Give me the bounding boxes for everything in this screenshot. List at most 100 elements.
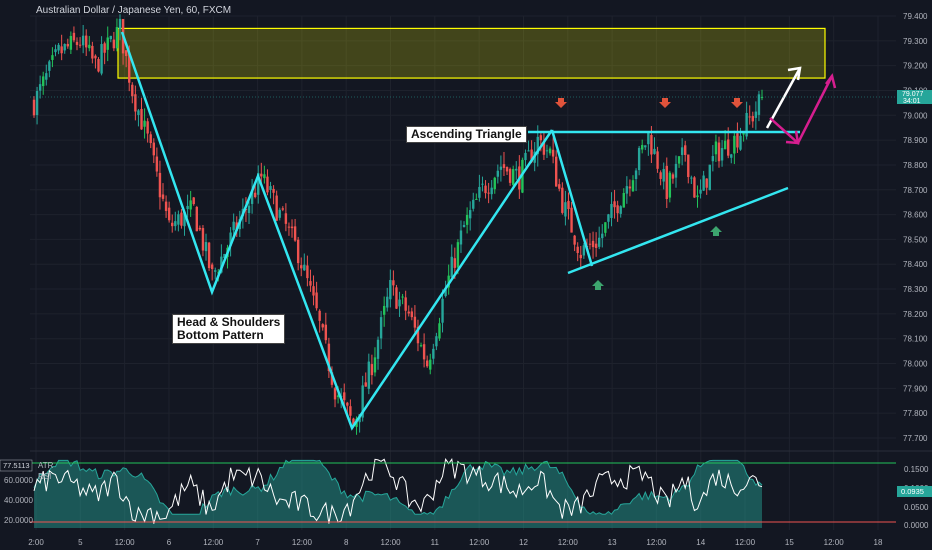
candle-body bbox=[422, 344, 426, 360]
candle-body bbox=[124, 50, 128, 57]
price-tick-label: 78.800 bbox=[903, 161, 928, 170]
candle-body bbox=[597, 237, 601, 247]
candle-body bbox=[250, 190, 254, 204]
candle-body bbox=[318, 310, 321, 321]
candle-body bbox=[146, 121, 149, 134]
candle-body bbox=[207, 242, 211, 269]
candle-body bbox=[723, 140, 727, 150]
price-tick-label: 77.800 bbox=[903, 409, 928, 418]
candle-body bbox=[72, 32, 76, 41]
candle-body bbox=[300, 265, 303, 269]
candle-body bbox=[493, 177, 496, 190]
candle-body bbox=[674, 163, 678, 178]
candle-body bbox=[91, 45, 94, 59]
atr-tick-label: 0.0500 bbox=[904, 503, 929, 512]
candle-body bbox=[287, 226, 291, 228]
candle-body bbox=[171, 222, 174, 227]
candle-body bbox=[499, 166, 503, 170]
rsi-label: RSI bbox=[38, 472, 51, 481]
candle-body bbox=[515, 168, 518, 171]
candle-body bbox=[32, 99, 36, 116]
candle-body bbox=[66, 43, 69, 47]
candle-body bbox=[754, 111, 758, 118]
candle-body bbox=[505, 166, 509, 172]
time-tick-label: 12:00 bbox=[558, 538, 579, 547]
candle-body bbox=[284, 213, 288, 224]
candle-body bbox=[739, 135, 742, 150]
time-tick-label: 12:00 bbox=[203, 538, 224, 547]
candle-body bbox=[75, 41, 79, 45]
candle-body bbox=[677, 156, 681, 164]
atr-label: ATR bbox=[38, 461, 54, 470]
candle-body bbox=[45, 73, 48, 80]
candle-body bbox=[545, 150, 549, 152]
candle-body bbox=[742, 132, 745, 135]
candle-body bbox=[475, 198, 478, 200]
candle-body bbox=[198, 227, 202, 230]
candle-body bbox=[281, 208, 285, 210]
candle-body bbox=[573, 235, 576, 245]
rsi-tick-label: 60.0000 bbox=[4, 476, 33, 485]
hs-left-shoulder-line bbox=[120, 31, 554, 431]
candle-body bbox=[309, 281, 312, 286]
price-tick-label: 78.000 bbox=[903, 360, 928, 369]
candle-body bbox=[631, 180, 635, 192]
candle-body bbox=[349, 406, 352, 416]
candle-body bbox=[570, 207, 573, 233]
arrow-down-icon bbox=[731, 98, 743, 108]
candle-body bbox=[668, 172, 672, 198]
candle-body bbox=[441, 298, 444, 323]
candle-body bbox=[78, 44, 82, 46]
time-tick-label: 7 bbox=[255, 538, 260, 547]
price-tick-label: 78.400 bbox=[903, 260, 928, 269]
candle-body bbox=[619, 206, 622, 214]
time-tick-label: 2:00 bbox=[28, 538, 44, 547]
time-tick-label: 12:00 bbox=[292, 538, 313, 547]
candle-body bbox=[432, 348, 435, 359]
candle-body bbox=[736, 133, 739, 148]
candle-body bbox=[508, 168, 512, 183]
candle-body bbox=[373, 357, 377, 373]
candle-body bbox=[459, 230, 463, 245]
candle-body bbox=[527, 150, 530, 152]
candle-body bbox=[152, 142, 155, 156]
time-tick-label: 12:00 bbox=[824, 538, 845, 547]
candle-body bbox=[386, 296, 389, 308]
candle-body bbox=[260, 173, 263, 177]
atr-tick-label: 0.0000 bbox=[904, 521, 929, 530]
candle-body bbox=[481, 183, 484, 185]
price-tick-label: 79.000 bbox=[903, 111, 928, 120]
candle-body bbox=[702, 175, 705, 191]
candle-body bbox=[705, 178, 708, 188]
candle-body bbox=[564, 202, 567, 217]
candle-body bbox=[303, 264, 306, 271]
rsi-line bbox=[33, 458, 763, 524]
candle-body bbox=[751, 116, 754, 122]
candle-body bbox=[392, 280, 395, 286]
candle-body bbox=[468, 210, 472, 219]
candle-body bbox=[720, 148, 724, 161]
candle-body bbox=[687, 154, 690, 177]
time-tick-label: 18 bbox=[874, 538, 883, 547]
candle-body bbox=[183, 212, 186, 227]
hs-label-line1: Head & Shoulders bbox=[177, 315, 281, 329]
candle-body bbox=[416, 326, 420, 344]
rsi-tick-label: 40.0000 bbox=[4, 496, 33, 505]
candle-body bbox=[665, 165, 668, 200]
candle-body bbox=[229, 232, 232, 246]
candle-body bbox=[496, 170, 500, 177]
candle-body bbox=[622, 193, 625, 208]
candle-body bbox=[601, 233, 604, 239]
candle-body bbox=[210, 264, 214, 270]
candle-body bbox=[81, 35, 85, 46]
candle-body bbox=[717, 142, 721, 162]
candle-body bbox=[582, 245, 586, 256]
candle-body bbox=[51, 55, 54, 60]
candle-body bbox=[128, 52, 131, 83]
indicator-pane bbox=[30, 458, 896, 528]
candle-body bbox=[164, 201, 168, 211]
candle-body bbox=[97, 59, 100, 72]
candle-body bbox=[266, 176, 269, 193]
candle-body bbox=[435, 336, 438, 347]
